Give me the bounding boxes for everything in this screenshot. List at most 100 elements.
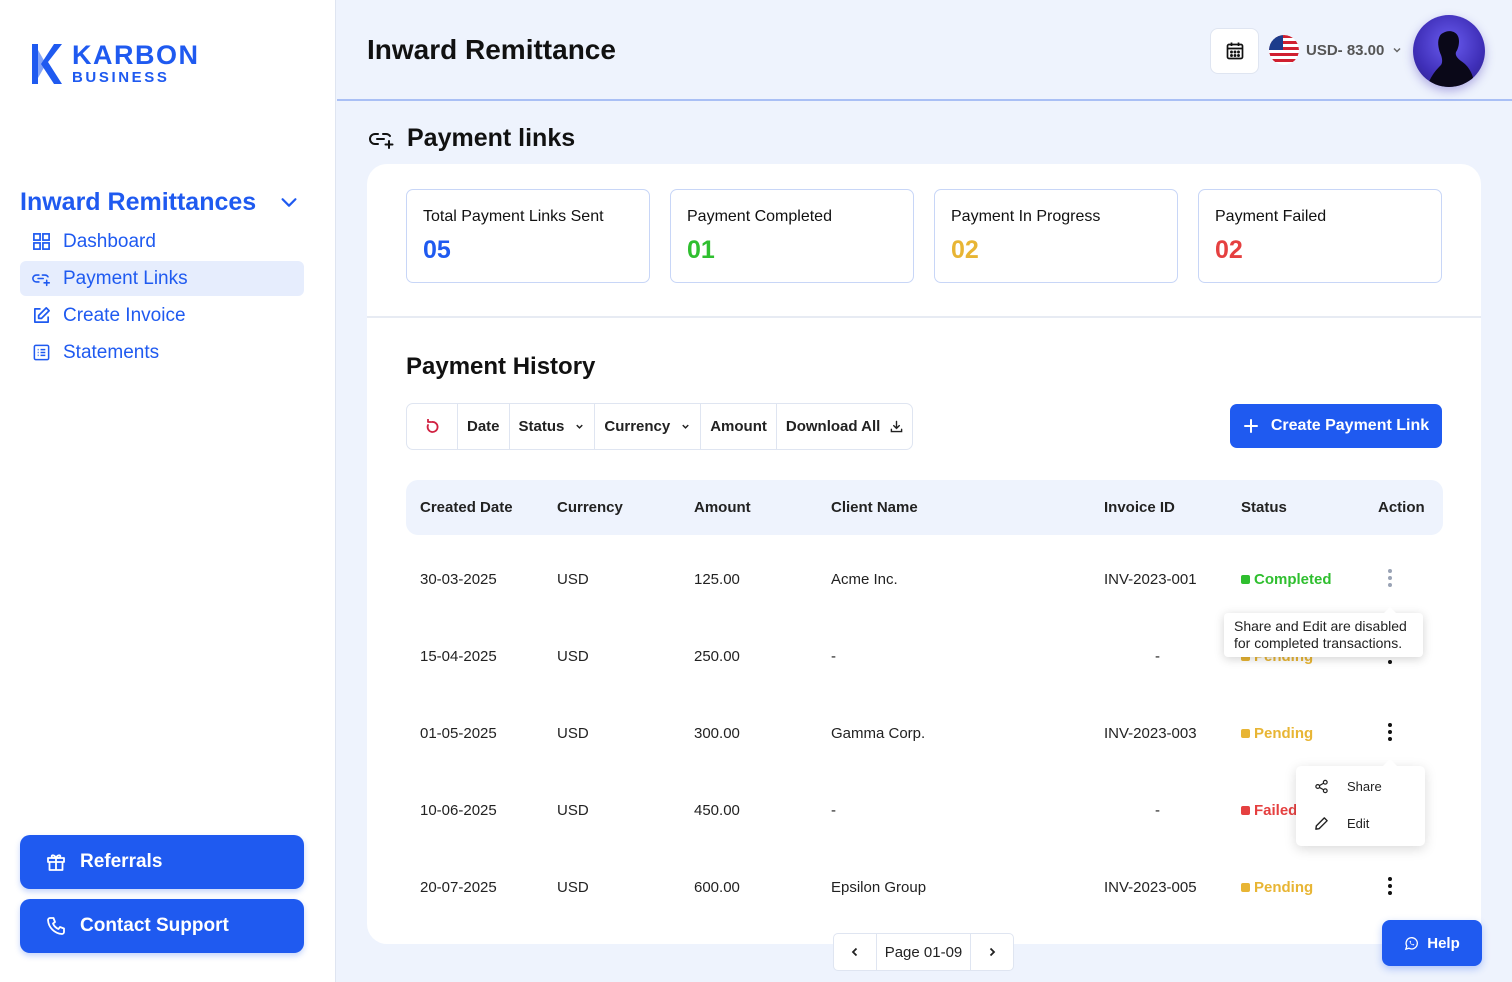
sidebar-item-payment-links[interactable]: Payment Links <box>20 261 304 296</box>
cell-invoice: INV-2023-001 <box>1104 571 1197 588</box>
stat-value: 02 <box>1215 236 1243 264</box>
next-page-button[interactable] <box>971 934 1013 970</box>
referrals-label: Referrals <box>80 851 163 872</box>
avatar[interactable] <box>1413 15 1485 87</box>
dot <box>1388 723 1392 727</box>
edit-icon <box>33 307 50 324</box>
sidebar-item-statements[interactable]: Statements <box>20 335 304 370</box>
filter-label: Amount <box>710 418 767 435</box>
referrals-button[interactable]: Referrals <box>20 835 304 889</box>
cell-amount: 125.00 <box>694 571 740 588</box>
disabled-actions-tooltip: Share and Edit are disabled for complete… <box>1224 607 1423 657</box>
link-icon <box>369 132 394 149</box>
grid-icon <box>33 233 50 250</box>
chevron-right-icon <box>989 947 996 957</box>
sidebar-item-label: Payment Links <box>63 267 188 289</box>
dot <box>1388 730 1392 734</box>
chevron-down-icon[interactable] <box>278 191 300 213</box>
cell-currency: USD <box>557 725 589 742</box>
column-header[interactable]: Action <box>1378 499 1425 516</box>
row-action-menu: Share Edit <box>1296 759 1425 846</box>
more-actions-button[interactable] <box>1387 877 1393 895</box>
dot <box>1388 660 1392 664</box>
column-header[interactable]: Amount <box>694 499 751 516</box>
download-all-button[interactable]: Download All <box>777 404 912 449</box>
stat-value: 01 <box>687 236 715 264</box>
filter-label: Download All <box>785 418 881 435</box>
plus-icon <box>1243 419 1258 433</box>
status-dot <box>1241 575 1250 584</box>
currency-value: USD- 83.00 <box>1306 41 1385 59</box>
column-header[interactable]: Invoice ID <box>1104 499 1175 516</box>
more-actions-button[interactable] <box>1387 723 1393 741</box>
stat-label: Total Payment Links Sent <box>423 208 604 225</box>
filter-bar: Date Status Currency Amount Download All <box>406 403 914 450</box>
column-header[interactable]: Status <box>1241 499 1287 516</box>
calendar-button[interactable] <box>1210 28 1259 74</box>
brand-logo[interactable]: KARBON BUSINESS <box>32 42 200 85</box>
cell-invoice: INV-2023-003 <box>1104 725 1197 742</box>
dot <box>1388 583 1392 587</box>
stat-card-failed: Payment Failed 02 <box>1198 189 1442 283</box>
filter-date[interactable]: Date <box>458 404 510 449</box>
help-label: Help <box>1427 934 1460 952</box>
nav-section-header[interactable]: Inward Remittances <box>20 186 304 218</box>
status-text: Failed <box>1254 802 1298 819</box>
status-badge: Pending <box>1241 879 1313 896</box>
cell-date: 01-05-2025 <box>420 725 497 742</box>
cell-currency: USD <box>557 802 589 819</box>
currency-selector[interactable]: USD- 83.00 <box>1269 35 1403 65</box>
column-header[interactable]: Currency <box>557 499 623 516</box>
section-heading: Payment links <box>369 124 575 153</box>
pagination: Page 01-09 <box>833 933 1014 971</box>
divider <box>367 316 1481 318</box>
dot <box>1388 884 1392 888</box>
sidebar-item-create-invoice[interactable]: Create Invoice <box>20 298 304 333</box>
help-button[interactable]: Help <box>1382 920 1482 966</box>
refresh-button[interactable] <box>407 404 458 449</box>
contact-support-label: Contact Support <box>80 915 229 936</box>
create-payment-link-label: Create Payment Link <box>1270 417 1430 434</box>
filter-label: Status <box>518 418 565 435</box>
menu-item-edit[interactable]: Edit <box>1314 816 1369 831</box>
cell-amount: 300.00 <box>694 725 740 742</box>
list-icon <box>33 344 50 361</box>
download-icon <box>891 420 903 433</box>
phone-icon <box>47 917 65 935</box>
cell-client: Acme Inc. <box>831 571 898 588</box>
cell-date: 20-07-2025 <box>420 879 497 896</box>
payment-history-title: Payment History <box>406 353 596 380</box>
status-text: Pending <box>1254 879 1314 896</box>
cell-date: 15-04-2025 <box>420 648 497 665</box>
column-header[interactable]: Client Name <box>831 499 918 516</box>
prev-page-button[interactable] <box>834 934 876 970</box>
sidebar-item-label: Statements <box>63 341 160 363</box>
column-header[interactable]: Created Date <box>420 499 513 516</box>
filter-amount[interactable]: Amount <box>701 404 777 449</box>
cell-amount: 600.00 <box>694 879 740 896</box>
contact-support-button[interactable]: Contact Support <box>20 899 304 953</box>
stat-label: Payment Completed <box>687 208 832 225</box>
sidebar-item-label: Create Invoice <box>63 304 186 326</box>
sidebar-item-dashboard[interactable]: Dashboard <box>20 224 304 259</box>
filter-currency[interactable]: Currency <box>595 404 702 449</box>
more-actions-button[interactable] <box>1387 569 1393 587</box>
cell-client: Epsilon Group <box>831 879 927 896</box>
pencil-icon <box>1315 817 1328 830</box>
cell-client: - <box>831 802 836 819</box>
page-indicator: Page 01-09 <box>876 934 971 970</box>
status-badge: Completed <box>1241 571 1332 588</box>
chevron-down-icon <box>1393 47 1401 53</box>
menu-item-share[interactable]: Share <box>1314 779 1382 794</box>
dot <box>1388 737 1392 741</box>
cell-amount: 250.00 <box>694 648 740 665</box>
menu-item-label: Edit <box>1347 816 1370 831</box>
us-flag-icon <box>1269 35 1299 65</box>
filter-status[interactable]: Status <box>510 404 596 449</box>
cell-currency: USD <box>557 648 589 665</box>
refresh-icon <box>426 418 439 433</box>
table-row: 20-07-2025 USD 600.00 Epsilon Group INV-… <box>406 869 1443 909</box>
dot <box>1388 576 1392 580</box>
create-payment-link-button[interactable]: Create Payment Link <box>1230 404 1442 448</box>
dot <box>1388 891 1392 895</box>
